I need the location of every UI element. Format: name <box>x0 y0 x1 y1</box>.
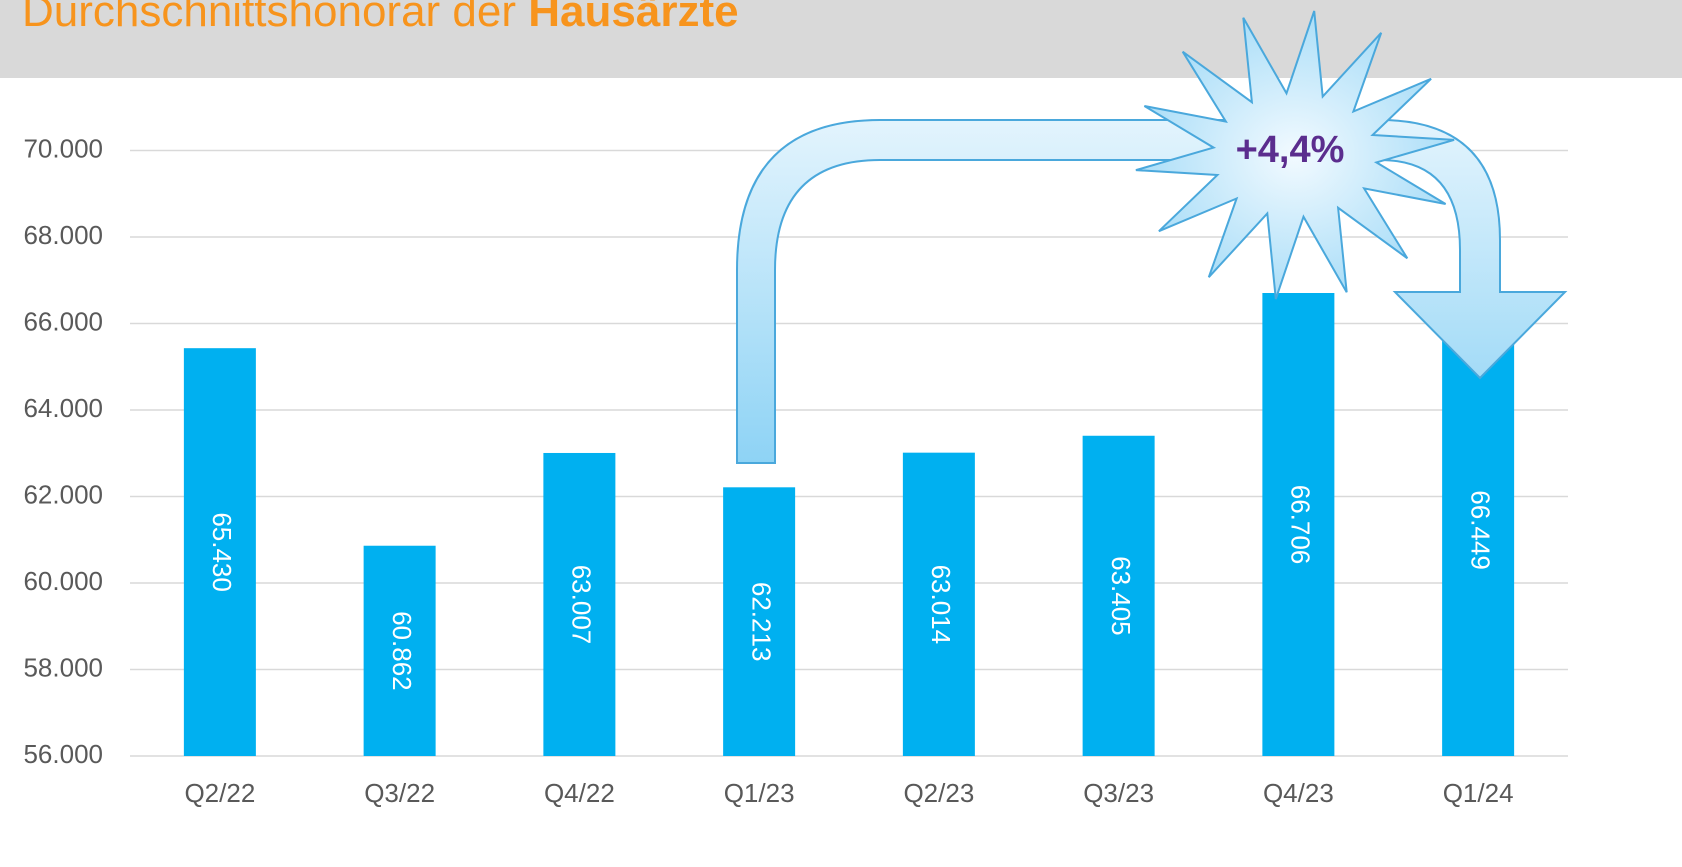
y-tick-label: 62.000 <box>23 479 103 509</box>
title-text: Durchschnittshonorar der <box>22 0 516 36</box>
bars: Q2/22 65.430 Q3/22 60.862 Q4/22 63.007 Q1/23 62… <box>184 293 1514 808</box>
y-tick-label: 68.000 <box>23 220 103 250</box>
value-label: 66.449 <box>1465 490 1495 570</box>
value-label: 66.706 <box>1286 485 1316 565</box>
title-emphasis: Hausärzte <box>528 0 738 36</box>
x-tick-label: Q3/22 <box>364 778 435 808</box>
value-label: 62.213 <box>746 582 776 662</box>
value-label: 63.014 <box>926 565 956 645</box>
x-tick-label: Q4/23 <box>1263 778 1334 808</box>
y-tick-label: 66.000 <box>23 306 103 336</box>
y-tick-label: 56.000 <box>23 739 103 769</box>
y-tick-label: 58.000 <box>23 652 103 682</box>
y-tick-label: 64.000 <box>23 393 103 423</box>
annotation: +4,4% <box>1236 129 1345 171</box>
value-label: 63.405 <box>1106 556 1136 636</box>
x-tick-label: Q1/23 <box>724 778 795 808</box>
x-tick-label: Q1/24 <box>1443 778 1514 808</box>
chart-title: Durchschnittshonorar der Hausärzte <box>22 0 739 36</box>
x-tick-label: Q3/23 <box>1083 778 1154 808</box>
y-tick-label: 60.000 <box>23 566 103 596</box>
x-tick-label: Q2/22 <box>184 778 255 808</box>
x-tick-label: Q4/22 <box>544 778 615 808</box>
y-tick-label: 70.000 <box>23 133 103 163</box>
value-label: 63.007 <box>567 565 597 645</box>
value-label: 65.430 <box>207 512 237 592</box>
value-label: 60.862 <box>387 611 417 691</box>
x-tick-label: Q2/23 <box>903 778 974 808</box>
chart: Durchschnittshonorar der Hausärzte 56.00… <box>0 0 1682 867</box>
